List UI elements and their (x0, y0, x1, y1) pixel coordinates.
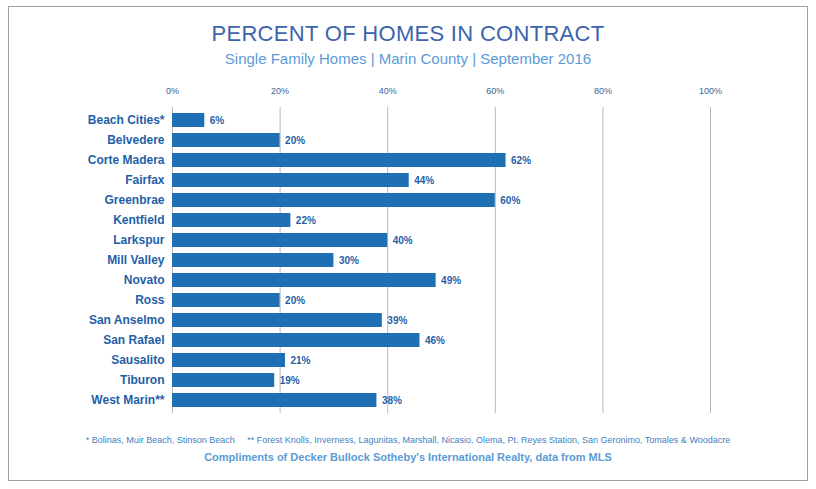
svg-text:Kentfield: Kentfield (113, 213, 164, 227)
svg-text:San Anselmo: San Anselmo (89, 313, 165, 327)
svg-text:21%: 21% (290, 355, 310, 366)
svg-text:20%: 20% (285, 135, 305, 146)
svg-text:20%: 20% (271, 86, 289, 96)
svg-text:38%: 38% (382, 395, 402, 406)
svg-text:40%: 40% (393, 235, 413, 246)
svg-text:30%: 30% (339, 255, 359, 266)
svg-text:Ross: Ross (135, 293, 165, 307)
html-text:Single Family Homes | Marin Co: Single Family Homes | Marin County | Sep… (224, 50, 592, 67)
svg-text:Greenbrae: Greenbrae (104, 193, 164, 207)
svg-text:0%: 0% (166, 86, 179, 96)
svg-text:Novato: Novato (124, 273, 165, 287)
svg-text:100%: 100% (699, 86, 722, 96)
svg-text:Fairfax: Fairfax (125, 173, 165, 187)
svg-text:22%: 22% (296, 215, 316, 226)
svg-text:Beach Cities*: Beach Cities* (88, 113, 165, 127)
svg-text:60%: 60% (486, 86, 504, 96)
svg-text:Sausalito: Sausalito (111, 353, 164, 367)
svg-text:49%: 49% (441, 275, 461, 286)
svg-text:Larkspur: Larkspur (113, 233, 165, 247)
html-text:* Bolinas, Muir Beach, Stinson: * Bolinas, Muir Beach, Stinson Beach ** … (85, 435, 731, 445)
svg-text:60%: 60% (500, 195, 520, 206)
svg-text:40%: 40% (379, 86, 397, 96)
svg-text:80%: 80% (594, 86, 612, 96)
svg-text:46%: 46% (425, 335, 445, 346)
html-text:PERCENT OF HOMES IN CONTRACT: PERCENT OF HOMES IN CONTRACT (211, 21, 605, 46)
svg-text:San Rafael: San Rafael (103, 333, 164, 347)
svg-text:6%: 6% (210, 115, 225, 126)
svg-text:Belvedere: Belvedere (107, 133, 165, 147)
svg-text:62%: 62% (511, 155, 531, 166)
svg-text:Corte Madera: Corte Madera (88, 153, 165, 167)
svg-text:19%: 19% (280, 375, 300, 386)
svg-text:20%: 20% (285, 295, 305, 306)
svg-text:Tiburon: Tiburon (120, 373, 164, 387)
svg-text:44%: 44% (414, 175, 434, 186)
svg-text:Mill Valley: Mill Valley (107, 253, 165, 267)
svg-text:West Marin**: West Marin** (91, 393, 164, 407)
html-text:Compliments of Decker Bullock: Compliments of Decker Bullock Sotheby's … (204, 451, 612, 463)
svg-text:39%: 39% (387, 315, 407, 326)
